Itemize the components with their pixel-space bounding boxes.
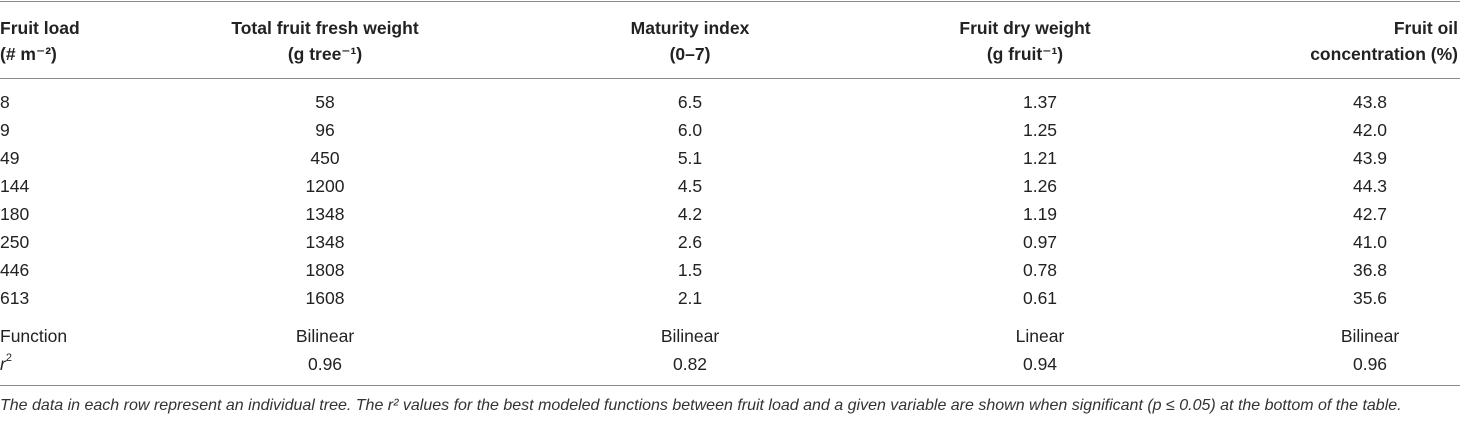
r2-row: r2 0.96 0.82 0.94 0.96: [0, 352, 1460, 376]
cell-fresh-weight: 58: [315, 92, 335, 112]
cell-dry-weight: 0.78: [1022, 260, 1058, 280]
cell-fresh-weight: 1348: [305, 232, 345, 252]
r2-label: r2: [0, 352, 12, 376]
cell-fresh-weight: 96: [315, 120, 335, 140]
header-total-fresh-weight: Total fruit fresh weight (g tree⁻¹): [180, 15, 470, 67]
function-row: Function Bilinear Bilinear Linear Biline…: [0, 324, 1460, 348]
header-line: (# m⁻²): [0, 44, 57, 64]
cell-dry-weight: 0.97: [1022, 232, 1058, 252]
table-footnote: The data in each row represent an indivi…: [0, 397, 1402, 414]
cell-fruit-load: 144: [0, 176, 30, 196]
table-row: 613 1608 2.1 0.61 35.6: [0, 286, 1460, 310]
header-line: Fruit oil: [1393, 18, 1458, 38]
cell-oil-concentration: 36.8: [1352, 260, 1388, 280]
cell-oil-concentration: 41.0: [1352, 232, 1388, 252]
header-line: Maturity index: [630, 18, 750, 38]
cell-fresh-weight: 1200: [305, 176, 345, 196]
cell-dry-weight: 1.25: [1022, 120, 1058, 140]
table-row: 250 1348 2.6 0.97 41.0: [0, 230, 1460, 254]
cell-fruit-load: 9: [0, 120, 10, 140]
cell-oil-concentration: 42.0: [1352, 120, 1388, 140]
cell-fruit-load: 446: [0, 260, 30, 280]
header-line: Fruit load: [0, 18, 80, 38]
cell-maturity-index: 5.1: [677, 148, 703, 168]
table-row: 9 96 6.0 1.25 42.0: [0, 118, 1460, 142]
cell-fruit-load: 613: [0, 288, 30, 308]
header-fruit-dry-weight: Fruit dry weight (g fruit⁻¹): [925, 15, 1125, 67]
function-label: Function: [0, 326, 68, 346]
table-top-rule: [0, 1, 1460, 2]
header-fruit-oil-concentration: Fruit oil concentration (%): [1260, 15, 1458, 67]
function-oil-concentration: Bilinear: [1340, 326, 1400, 346]
table-row: 8 58 6.5 1.37 43.8: [0, 90, 1460, 114]
header-line: (g fruit⁻¹): [986, 44, 1064, 64]
header-maturity-index: Maturity index (0–7): [590, 15, 790, 67]
cell-maturity-index: 2.6: [677, 232, 703, 252]
function-maturity-index: Bilinear: [660, 326, 720, 346]
cell-maturity-index: 4.5: [677, 176, 703, 196]
cell-oil-concentration: 35.6: [1352, 288, 1388, 308]
cell-dry-weight: 1.21: [1022, 148, 1058, 168]
table-row: 180 1348 4.2 1.19 42.7: [0, 202, 1460, 226]
table-row: 49 450 5.1 1.21 43.9: [0, 146, 1460, 170]
r2-maturity-index: 0.82: [672, 354, 708, 374]
table-bottom-rule: [0, 385, 1460, 386]
r2-label-sup: 2: [5, 352, 12, 365]
cell-maturity-index: 1.5: [677, 260, 703, 280]
cell-dry-weight: 1.26: [1022, 176, 1058, 196]
header-line: (g tree⁻¹): [287, 44, 363, 64]
cell-maturity-index: 2.1: [677, 288, 703, 308]
header-line: Fruit dry weight: [959, 18, 1091, 38]
header-line: Total fruit fresh weight: [231, 18, 419, 38]
cell-fruit-load: 49: [0, 148, 20, 168]
cell-dry-weight: 0.61: [1022, 288, 1058, 308]
cell-oil-concentration: 44.3: [1352, 176, 1388, 196]
cell-fruit-load: 250: [0, 232, 30, 252]
header-fruit-load: Fruit load (# m⁻²): [0, 15, 80, 67]
cell-fruit-load: 180: [0, 204, 30, 224]
cell-fresh-weight: 1608: [305, 288, 345, 308]
cell-maturity-index: 4.2: [677, 204, 703, 224]
r2-oil-concentration: 0.96: [1352, 354, 1388, 374]
header-line: (0–7): [669, 44, 711, 64]
cell-dry-weight: 1.37: [1022, 92, 1058, 112]
cell-fresh-weight: 1348: [305, 204, 345, 224]
r2-dry-weight: 0.94: [1022, 354, 1058, 374]
cell-maturity-index: 6.0: [677, 120, 703, 140]
cell-dry-weight: 1.19: [1022, 204, 1058, 224]
cell-fresh-weight: 450: [310, 148, 340, 168]
table-row: 144 1200 4.5 1.26 44.3: [0, 174, 1460, 198]
cell-oil-concentration: 43.9: [1352, 148, 1388, 168]
function-dry-weight: Linear: [1015, 326, 1065, 346]
cell-oil-concentration: 43.8: [1352, 92, 1388, 112]
header-line: concentration (%): [1310, 44, 1458, 64]
cell-fresh-weight: 1808: [305, 260, 345, 280]
header-bottom-rule: [0, 78, 1460, 79]
r2-fresh-weight: 0.96: [307, 354, 343, 374]
cell-fruit-load: 8: [0, 92, 10, 112]
function-fresh-weight: Bilinear: [295, 326, 355, 346]
r2-label-base: r: [0, 354, 6, 374]
cell-maturity-index: 6.5: [677, 92, 703, 112]
table-row: 446 1808 1.5 0.78 36.8: [0, 258, 1460, 282]
cell-oil-concentration: 42.7: [1352, 204, 1388, 224]
